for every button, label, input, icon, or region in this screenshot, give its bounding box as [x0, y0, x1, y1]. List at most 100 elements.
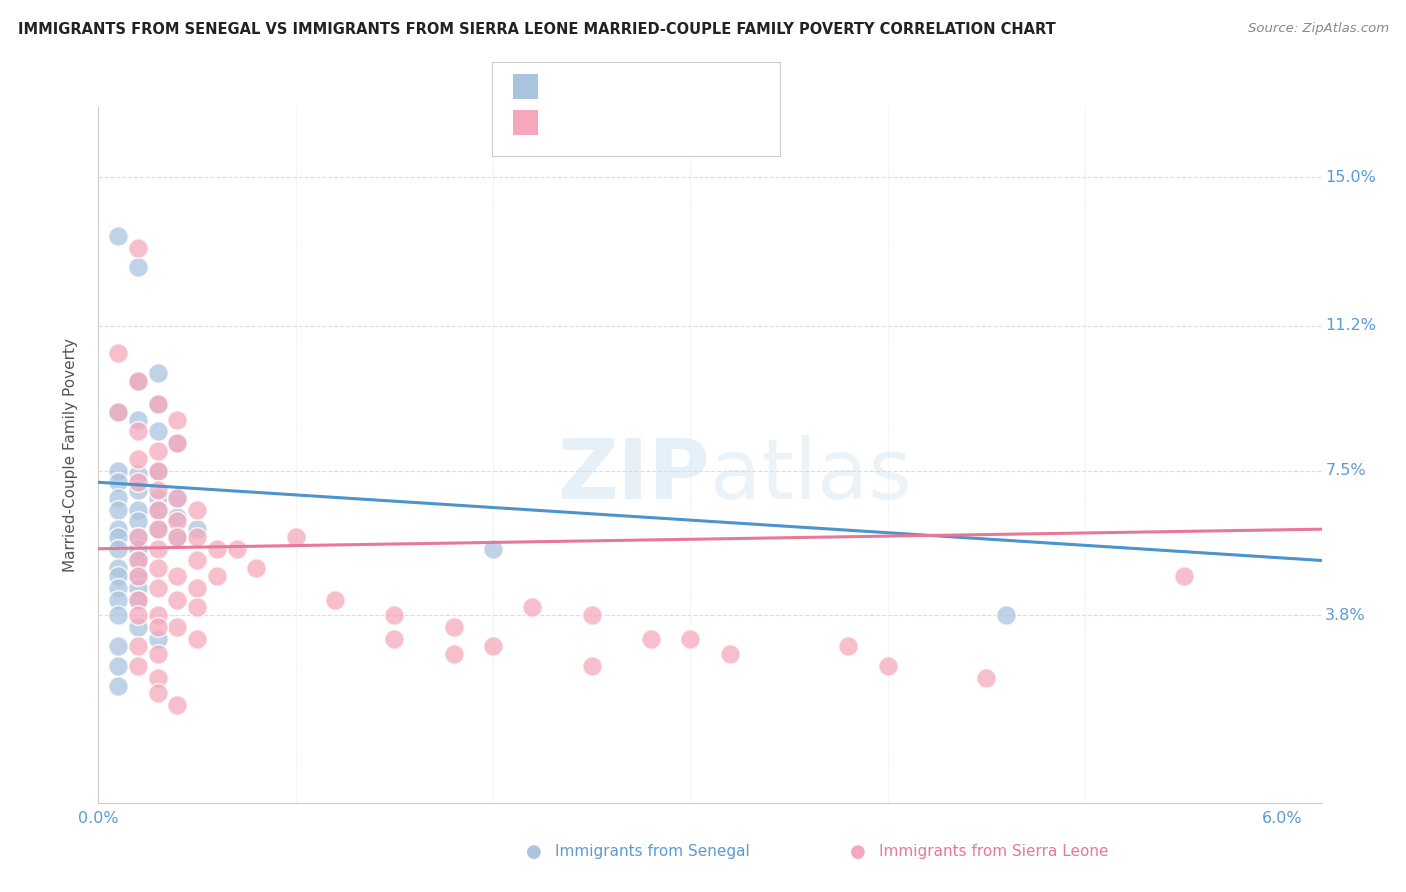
Point — [146, 541, 169, 556]
Point — [166, 592, 188, 607]
Point — [166, 530, 188, 544]
Point — [146, 686, 169, 700]
Point — [127, 592, 149, 607]
Point — [166, 436, 188, 450]
Point — [482, 541, 505, 556]
Point — [146, 502, 169, 516]
Text: Immigrants from Sierra Leone: Immigrants from Sierra Leone — [879, 845, 1108, 859]
Point — [323, 592, 346, 607]
Point — [146, 397, 169, 411]
Point — [382, 608, 405, 623]
Point — [146, 561, 169, 575]
Text: IMMIGRANTS FROM SENEGAL VS IMMIGRANTS FROM SIERRA LEONE MARRIED-COUPLE FAMILY PO: IMMIGRANTS FROM SENEGAL VS IMMIGRANTS FR… — [18, 22, 1056, 37]
Point — [127, 553, 149, 567]
Point — [718, 647, 741, 661]
Point — [107, 346, 129, 360]
Text: -0.109: -0.109 — [589, 79, 644, 94]
Point — [127, 553, 149, 567]
Text: ●: ● — [526, 843, 543, 861]
Point — [146, 522, 169, 536]
Point — [679, 632, 702, 646]
Point — [443, 647, 465, 661]
Point — [205, 541, 228, 556]
Point — [107, 229, 129, 244]
Text: ZIP: ZIP — [558, 435, 710, 516]
Point — [284, 530, 307, 544]
Point — [146, 464, 169, 478]
Point — [581, 608, 603, 623]
Point — [107, 569, 129, 583]
Point — [146, 464, 169, 478]
Point — [166, 698, 188, 712]
Point — [127, 483, 149, 497]
Point — [186, 632, 208, 646]
Point — [166, 491, 188, 505]
Point — [974, 671, 997, 685]
Point — [107, 581, 129, 595]
Point — [994, 608, 1017, 623]
Point — [107, 522, 129, 536]
Text: 0.0%: 0.0% — [79, 811, 118, 826]
Point — [127, 260, 149, 275]
Point — [186, 600, 208, 615]
Point — [146, 632, 169, 646]
Text: 6.0%: 6.0% — [1261, 811, 1302, 826]
Point — [837, 640, 859, 654]
Point — [127, 530, 149, 544]
Point — [127, 425, 149, 439]
Text: Immigrants from Senegal: Immigrants from Senegal — [555, 845, 751, 859]
Point — [107, 608, 129, 623]
Point — [127, 592, 149, 607]
Text: R =: R = — [547, 115, 582, 129]
Point — [127, 451, 149, 466]
Text: R =: R = — [547, 79, 582, 94]
Text: 11.2%: 11.2% — [1326, 318, 1376, 334]
Point — [581, 659, 603, 673]
Point — [107, 679, 129, 693]
Point — [522, 600, 544, 615]
Point — [146, 502, 169, 516]
Point — [146, 522, 169, 536]
Point — [107, 659, 129, 673]
Point — [245, 561, 267, 575]
Point — [127, 541, 149, 556]
Point — [146, 397, 169, 411]
Point — [107, 405, 129, 419]
Point — [482, 640, 505, 654]
Point — [127, 475, 149, 490]
Point — [107, 541, 129, 556]
Text: 3.8%: 3.8% — [1326, 607, 1367, 623]
Point — [107, 502, 129, 516]
Point — [127, 608, 149, 623]
Point — [166, 491, 188, 505]
Text: N = 64: N = 64 — [665, 115, 723, 129]
Text: atlas: atlas — [710, 435, 911, 516]
Point — [127, 620, 149, 634]
Point — [166, 436, 188, 450]
Point — [186, 581, 208, 595]
Point — [225, 541, 247, 556]
Point — [107, 475, 129, 490]
Text: 15.0%: 15.0% — [1326, 169, 1376, 185]
Point — [127, 640, 149, 654]
Point — [443, 620, 465, 634]
Point — [166, 569, 188, 583]
Point — [186, 522, 208, 536]
Point — [186, 553, 208, 567]
Point — [205, 569, 228, 583]
Text: 0.034: 0.034 — [589, 115, 637, 129]
Point — [127, 569, 149, 583]
Point — [1173, 569, 1195, 583]
Point — [127, 530, 149, 544]
Text: 7.5%: 7.5% — [1326, 463, 1367, 478]
Text: Source: ZipAtlas.com: Source: ZipAtlas.com — [1249, 22, 1389, 36]
Y-axis label: Married-Couple Family Poverty: Married-Couple Family Poverty — [63, 338, 77, 572]
Point — [127, 581, 149, 595]
Point — [127, 413, 149, 427]
Point — [107, 640, 129, 654]
Point — [640, 632, 662, 646]
Point — [876, 659, 898, 673]
Point — [127, 659, 149, 673]
Point — [146, 425, 169, 439]
Point — [166, 530, 188, 544]
